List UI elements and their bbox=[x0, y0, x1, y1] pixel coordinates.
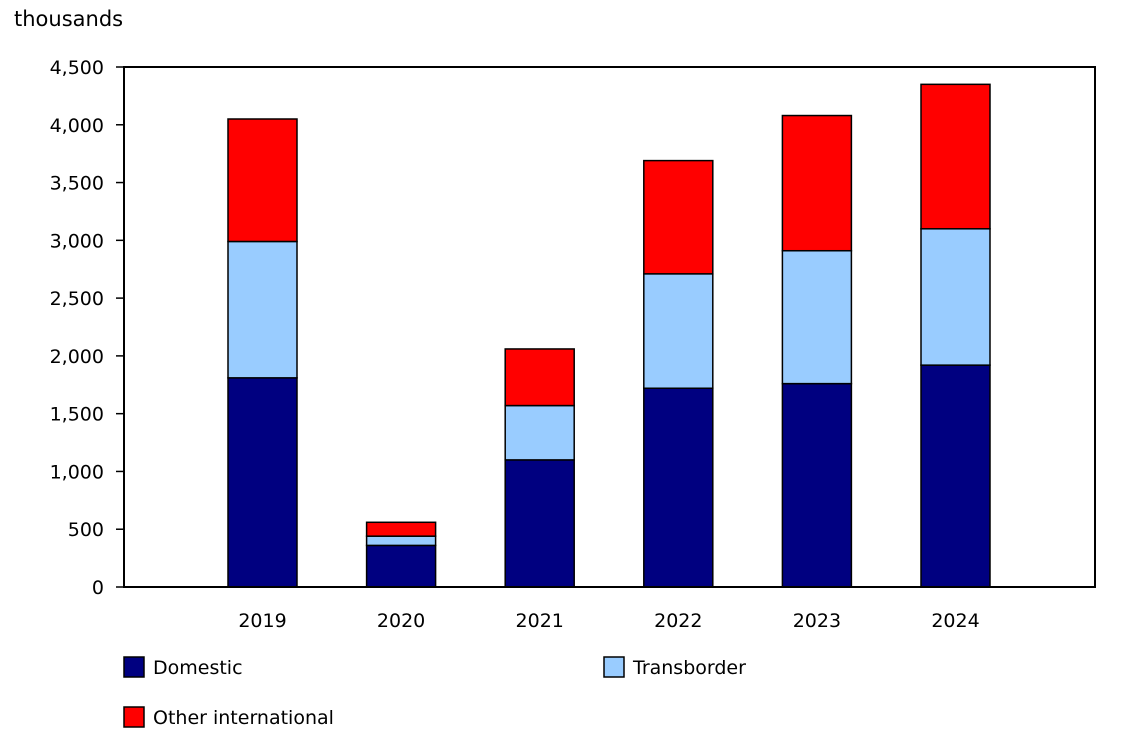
bar-segment-transborder bbox=[643, 273, 714, 389]
bar-segment-other-international bbox=[365, 521, 437, 537]
bar-segment-other-international bbox=[504, 348, 575, 407]
x-tick-label: 2020 bbox=[377, 610, 425, 632]
bar-segment-domestic bbox=[920, 364, 991, 588]
y-tick-label: 500 bbox=[68, 519, 104, 541]
plot-area-frame bbox=[123, 66, 1096, 588]
bar-segment-transborder bbox=[365, 535, 437, 547]
bar-segment-domestic bbox=[643, 387, 714, 588]
x-tick-label: 2019 bbox=[238, 610, 286, 632]
y-tick-label: 4,000 bbox=[50, 115, 104, 137]
legend: Domestic Transborder Other international bbox=[123, 656, 746, 729]
x-tick-label: 2024 bbox=[931, 610, 979, 632]
bar-segment-transborder bbox=[781, 249, 853, 385]
x-tick-label: 2021 bbox=[516, 610, 564, 632]
y-tick-label: 2,500 bbox=[50, 288, 104, 310]
bar-segment-transborder bbox=[920, 228, 991, 366]
y-tick-label: 3,500 bbox=[50, 173, 104, 195]
y-tick-label: 0 bbox=[92, 577, 104, 599]
y-tick-label: 4,500 bbox=[50, 57, 104, 79]
bar-segment-domestic bbox=[365, 544, 437, 588]
y-axis: 0 500 1,000 1,500 2,000 2,500 3,000 3,500 4,000 4… bbox=[50, 57, 124, 599]
bar-segment-transborder bbox=[504, 404, 575, 461]
legend-swatch bbox=[123, 706, 145, 728]
legend-swatch bbox=[603, 656, 625, 678]
y-tick-label: 1,500 bbox=[50, 404, 104, 426]
legend-label: Other international bbox=[153, 707, 334, 729]
y-tick-label: 3,000 bbox=[50, 230, 104, 252]
x-axis: 2019 2020 2021 2022 2023 2024 bbox=[238, 610, 979, 632]
x-tick-label: 2023 bbox=[793, 610, 841, 632]
bar-segment-domestic bbox=[504, 459, 575, 588]
bars bbox=[227, 83, 991, 588]
bar-segment-transborder bbox=[227, 240, 298, 379]
legend-label: Domestic bbox=[153, 657, 243, 679]
bar-segment-other-international bbox=[227, 118, 298, 243]
legend-swatch bbox=[123, 656, 145, 678]
bar-segment-other-international bbox=[781, 114, 853, 252]
bar-segment-domestic bbox=[227, 377, 298, 588]
bar-segment-other-international bbox=[920, 83, 991, 230]
x-tick-label: 2022 bbox=[654, 610, 702, 632]
bar-segment-other-international bbox=[643, 159, 714, 275]
y-tick-label: 2,000 bbox=[50, 346, 104, 368]
bar-segment-domestic bbox=[781, 382, 853, 588]
legend-label: Transborder bbox=[632, 657, 746, 679]
y-axis-unit-label: thousands bbox=[14, 7, 123, 31]
y-tick-label: 1,000 bbox=[50, 461, 104, 483]
